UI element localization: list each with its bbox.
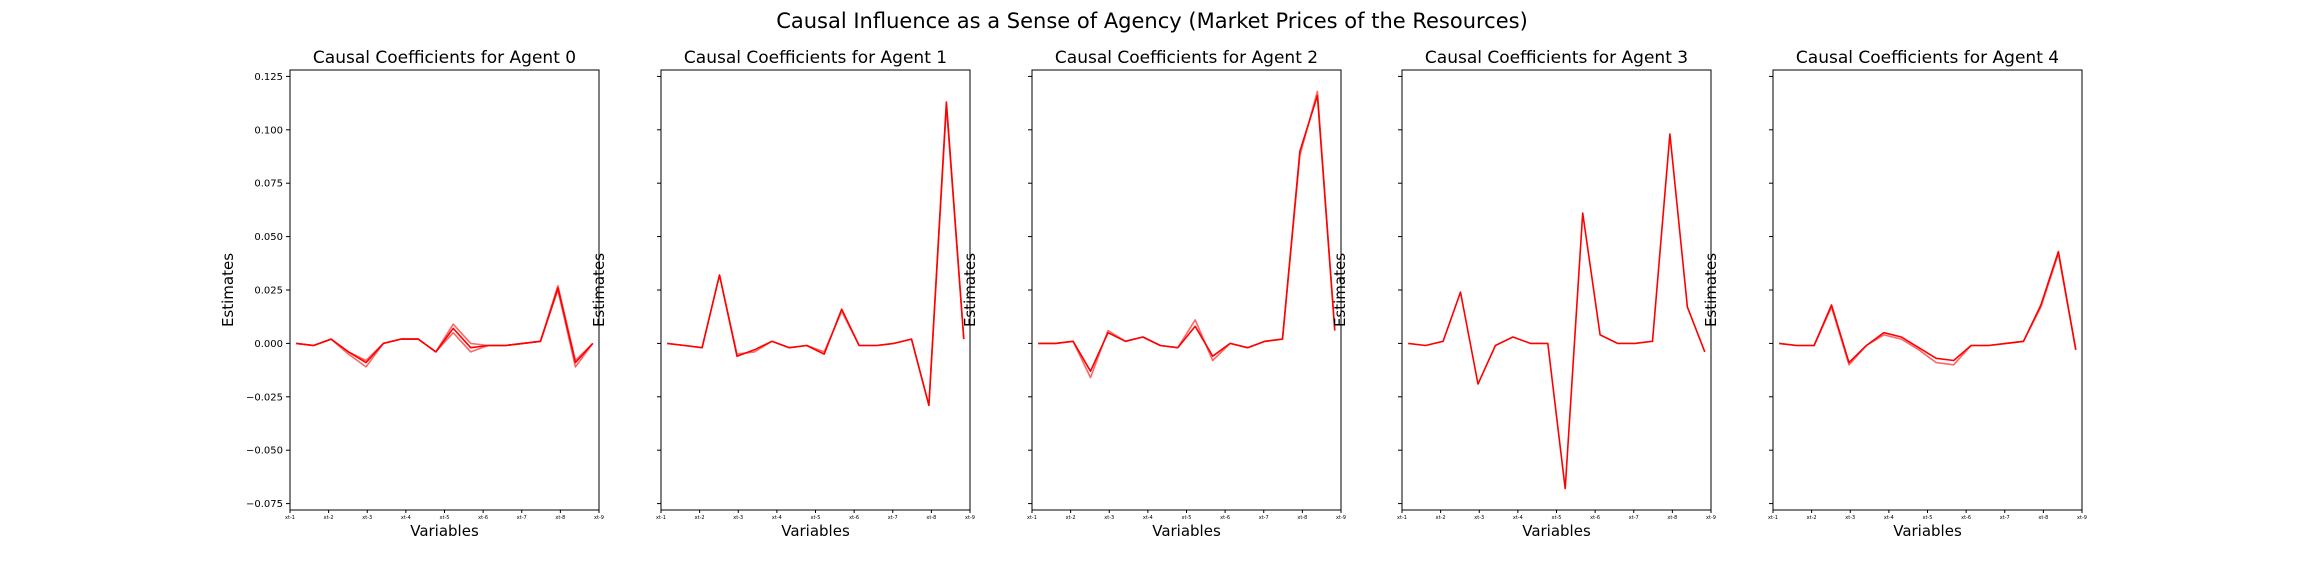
y-tick-label: 0.125 — [254, 72, 283, 83]
series-line — [1408, 133, 1706, 490]
subplot-agent-4: Causal Coefficients for Agent 4 xt-1 xt-2 x… — [1702, 48, 2087, 540]
x-tick-label: xt-9 — [1336, 515, 1346, 521]
x-tick-label: xt-6 — [849, 515, 859, 521]
x-tick-label: xt-3 — [1845, 515, 1855, 521]
subplot-title: Causal Coefficients for Agent 2 — [1055, 48, 1318, 68]
series-line — [1038, 90, 1336, 379]
x-tick-label: xt-3 — [1104, 515, 1114, 521]
y-tick-label: −0.025 — [246, 392, 283, 403]
x-tick-label: xt-2 — [1807, 515, 1817, 521]
x-tick-label: xt-5 — [1923, 515, 1933, 521]
subplot-title: Causal Coefficients for Agent 4 — [1796, 48, 2059, 68]
y-tick-label: −0.075 — [246, 499, 283, 510]
subplot-agent-1: Causal Coefficients for Agent 1 xt-1 xt-2 x… — [590, 48, 975, 540]
x-tick-label: xt-2 — [1066, 515, 1076, 521]
y-axis-label: Estimates — [219, 253, 237, 327]
y-axis-label: Estimates — [1702, 253, 1720, 327]
y-tick-label: 0.025 — [254, 286, 283, 297]
y-axis-label: Estimates — [590, 253, 608, 327]
x-tick-label: xt-5 — [811, 515, 821, 521]
x-tick-label: xt-3 — [733, 515, 743, 521]
subplots: Causal Coefficients for Agent 0 −0.075 −0.… — [219, 48, 2087, 540]
series-line — [296, 284, 594, 362]
x-axis-label: Variables — [1152, 522, 1221, 540]
x-tick-label: xt-2 — [695, 515, 705, 521]
x-tick-label: xt-1 — [1768, 515, 1778, 521]
y-tick-label: 0.075 — [254, 179, 283, 190]
x-axis-label: Variables — [1893, 522, 1962, 540]
series-line — [667, 105, 965, 407]
x-tick-label: xt-8 — [1297, 515, 1307, 521]
x-tick-label: xt-4 — [401, 515, 411, 521]
x-axis-label: Variables — [410, 522, 479, 540]
y-axis-label: Estimates — [1331, 253, 1349, 327]
subplot-title: Causal Coefficients for Agent 1 — [684, 48, 947, 68]
x-tick-label: xt-7 — [1629, 515, 1639, 521]
subplot-agent-2: Causal Coefficients for Agent 2 xt-1 xt-2 x… — [961, 48, 1346, 540]
subplot-agent-0: Causal Coefficients for Agent 0 −0.075 −0.… — [219, 48, 604, 540]
x-tick-label: xt-1 — [1027, 515, 1037, 521]
x-tick-label: xt-5 — [1182, 515, 1192, 521]
y-tick-label: −0.050 — [246, 446, 283, 457]
subplot-title: Causal Coefficients for Agent 3 — [1425, 48, 1688, 68]
x-tick-label: xt-6 — [1961, 515, 1971, 521]
y-tick-label: 0.100 — [254, 125, 283, 136]
x-tick-label: xt-1 — [1397, 515, 1407, 521]
figure-suptitle: Causal Influence as a Sense of Agency (M… — [776, 9, 1528, 33]
x-tick-label: xt-9 — [2077, 515, 2087, 521]
x-tick-label: xt-7 — [888, 515, 898, 521]
x-tick-label: xt-6 — [1590, 515, 1600, 521]
x-tick-label: xt-4 — [1884, 515, 1894, 521]
x-tick-label: xt-8 — [2038, 515, 2048, 521]
x-tick-label: xt-7 — [517, 515, 527, 521]
y-axis-label: Estimates — [961, 253, 979, 327]
series-line — [1779, 252, 2077, 366]
subplot-agent-3: Causal Coefficients for Agent 3 xt-1 xt-2 x… — [1331, 48, 1716, 540]
x-axis-label: Variables — [1522, 522, 1591, 540]
x-tick-label: xt-8 — [555, 515, 565, 521]
x-tick-label: xt-4 — [1143, 515, 1153, 521]
x-tick-label: xt-5 — [440, 515, 450, 521]
subplot-title: Causal Coefficients for Agent 0 — [313, 48, 576, 68]
x-tick-label: xt-8 — [926, 515, 936, 521]
x-tick-label: xt-4 — [772, 515, 782, 521]
x-tick-label: xt-9 — [1706, 515, 1716, 521]
x-tick-label: xt-6 — [478, 515, 488, 521]
x-tick-label: xt-1 — [285, 515, 295, 521]
x-tick-label: xt-5 — [1552, 515, 1562, 521]
x-axis-label: Variables — [781, 522, 850, 540]
x-tick-label: xt-4 — [1513, 515, 1523, 521]
x-tick-label: xt-8 — [1667, 515, 1677, 521]
x-tick-label: xt-2 — [1436, 515, 1446, 521]
x-tick-label: xt-3 — [362, 515, 372, 521]
x-tick-label: xt-7 — [1259, 515, 1269, 521]
y-tick-label: 0.000 — [254, 339, 283, 350]
x-tick-label: xt-3 — [1474, 515, 1484, 521]
x-tick-label: xt-1 — [656, 515, 666, 521]
y-tick-label: 0.050 — [254, 232, 283, 243]
x-tick-label: xt-6 — [1220, 515, 1230, 521]
x-tick-label: xt-7 — [2000, 515, 2010, 521]
x-tick-label: xt-9 — [594, 515, 604, 521]
x-tick-label: xt-2 — [324, 515, 334, 521]
x-tick-label: xt-9 — [965, 515, 975, 521]
